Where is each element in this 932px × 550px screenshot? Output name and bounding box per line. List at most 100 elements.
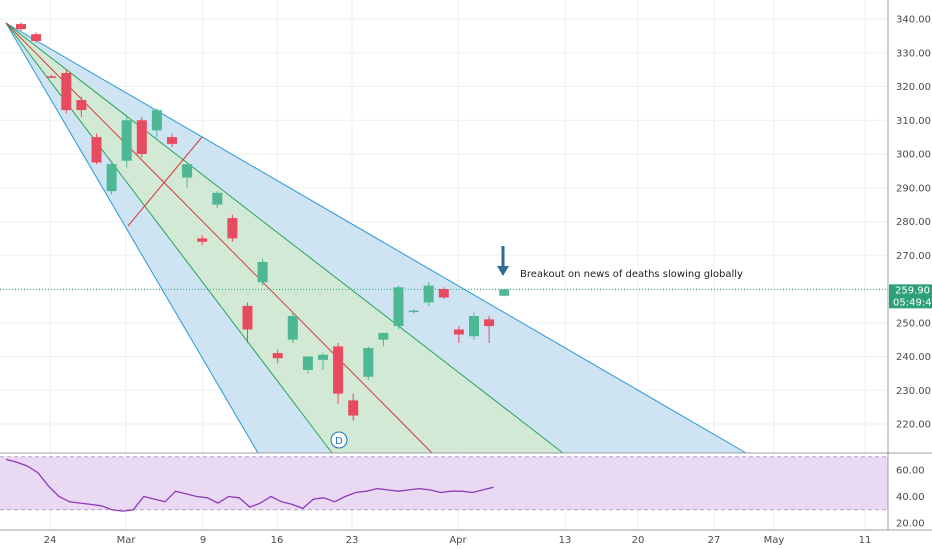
- candle-body: [469, 316, 479, 337]
- pitchfork-handle-line: [127, 136, 203, 227]
- candle: [182, 164, 193, 188]
- candle: [393, 285, 404, 330]
- event-badge-circle: [330, 431, 348, 449]
- candle-body: [363, 348, 374, 377]
- event-badge-label: D: [335, 436, 343, 447]
- price-tick-label: 330.00: [896, 48, 931, 59]
- candle-body: [212, 192, 223, 205]
- current-price-tag: 259.90 05:49:46: [889, 284, 932, 309]
- time-tick-label: 23: [346, 535, 359, 546]
- candle: [423, 282, 434, 306]
- candle-body: [318, 354, 328, 360]
- candle-body: [272, 353, 283, 359]
- candle-body: [302, 356, 313, 370]
- time-tick-label: 11: [859, 535, 872, 546]
- candle: [61, 69, 72, 114]
- event-badge[interactable]: D: [330, 431, 348, 449]
- candle-body: [453, 329, 464, 335]
- candle-body: [76, 100, 87, 111]
- price-tick-label: 240.00: [896, 352, 931, 363]
- candle: [16, 22, 26, 31]
- rsi-band: [0, 456, 888, 510]
- candle-body: [46, 76, 57, 78]
- candle: [136, 116, 147, 158]
- candle: [453, 326, 464, 343]
- breakout-annotation[interactable]: Breakout on news of deaths slowing globa…: [497, 246, 743, 280]
- price-tick-label: 300.00: [896, 150, 931, 161]
- candle-body: [121, 120, 132, 161]
- price-tick-label: 270.00: [896, 251, 931, 262]
- candle-body: [106, 164, 117, 192]
- candle: [499, 289, 510, 297]
- time-tick-label: 13: [559, 535, 572, 546]
- candle: [31, 32, 42, 43]
- annotation-text: Breakout on news of deaths slowing globa…: [520, 269, 743, 280]
- candle: [484, 316, 495, 343]
- candle: [46, 74, 57, 79]
- pitchfork-upper-line: [5, 22, 747, 454]
- time-tick-label: Apr: [449, 535, 467, 546]
- candle: [302, 356, 313, 374]
- rsi-tick-label: 60.00: [896, 466, 925, 477]
- candle: [227, 214, 238, 242]
- candle-body: [257, 262, 268, 283]
- candle: [167, 133, 177, 148]
- candle-body: [16, 24, 26, 30]
- candle: [469, 312, 479, 340]
- pitchfork-lower-line: [5, 22, 259, 454]
- pitchfork-median-line: [5, 22, 433, 454]
- candle: [76, 96, 87, 117]
- candle-body: [423, 285, 434, 303]
- time-tick-label: 20: [632, 535, 645, 546]
- rsi-line: [5, 458, 494, 512]
- candle-body: [408, 310, 419, 313]
- candle: [318, 353, 328, 370]
- candle: [121, 116, 132, 168]
- pitchfork-inner-lower-line: [5, 22, 333, 454]
- time-tick-label: Mar: [117, 535, 137, 546]
- candle: [408, 309, 419, 314]
- price-tick-label: 290.00: [896, 183, 931, 194]
- candle-body: [227, 218, 238, 239]
- candle-body: [348, 400, 359, 416]
- candle: [242, 302, 253, 343]
- candle-body: [438, 289, 449, 298]
- candle: [378, 332, 389, 347]
- price-axis[interactable]: 340.00 330.00 320.00 310.00 300.00 290.00 280.…: [896, 15, 931, 431]
- candle: [257, 258, 268, 286]
- price-tick-label: 250.00: [896, 318, 931, 329]
- price-tick-label: 320.00: [896, 82, 931, 93]
- candle: [212, 191, 223, 208]
- rsi-tick-label: 20.00: [896, 519, 925, 530]
- candle: [106, 160, 117, 195]
- candle-body: [484, 319, 495, 327]
- candle: [438, 287, 449, 300]
- candle: [348, 393, 359, 421]
- current-price-tag-bg: [889, 284, 932, 309]
- candle: [272, 349, 283, 364]
- candle-body: [167, 137, 177, 144]
- candles-layer: [16, 22, 510, 421]
- candle-body: [182, 164, 193, 178]
- price-tick-label: 230.00: [896, 386, 931, 397]
- bar-countdown: 05:49:46: [893, 297, 932, 308]
- time-tick-label: 24: [44, 535, 57, 546]
- candle-body: [61, 73, 72, 111]
- price-tick-label: 310.00: [896, 116, 931, 127]
- time-axis[interactable]: 24 Mar 9 16 23 Apr 13 20 27 May 11: [44, 535, 872, 546]
- time-tick-label: 9: [200, 535, 206, 546]
- candle: [151, 108, 162, 138]
- current-price-value: 259.90: [895, 285, 930, 296]
- time-tick-label: 16: [271, 535, 284, 546]
- pitchfork-inner-upper-line: [5, 22, 564, 454]
- rsi-axis[interactable]: 60.00 40.00 20.00: [896, 466, 925, 530]
- rsi-tick-label: 40.00: [896, 492, 925, 503]
- candle: [91, 133, 102, 165]
- candle-body: [378, 332, 389, 340]
- price-tick-label: 280.00: [896, 217, 931, 228]
- candle: [333, 343, 344, 404]
- candle: [363, 346, 374, 381]
- time-tick-label: 27: [708, 535, 721, 546]
